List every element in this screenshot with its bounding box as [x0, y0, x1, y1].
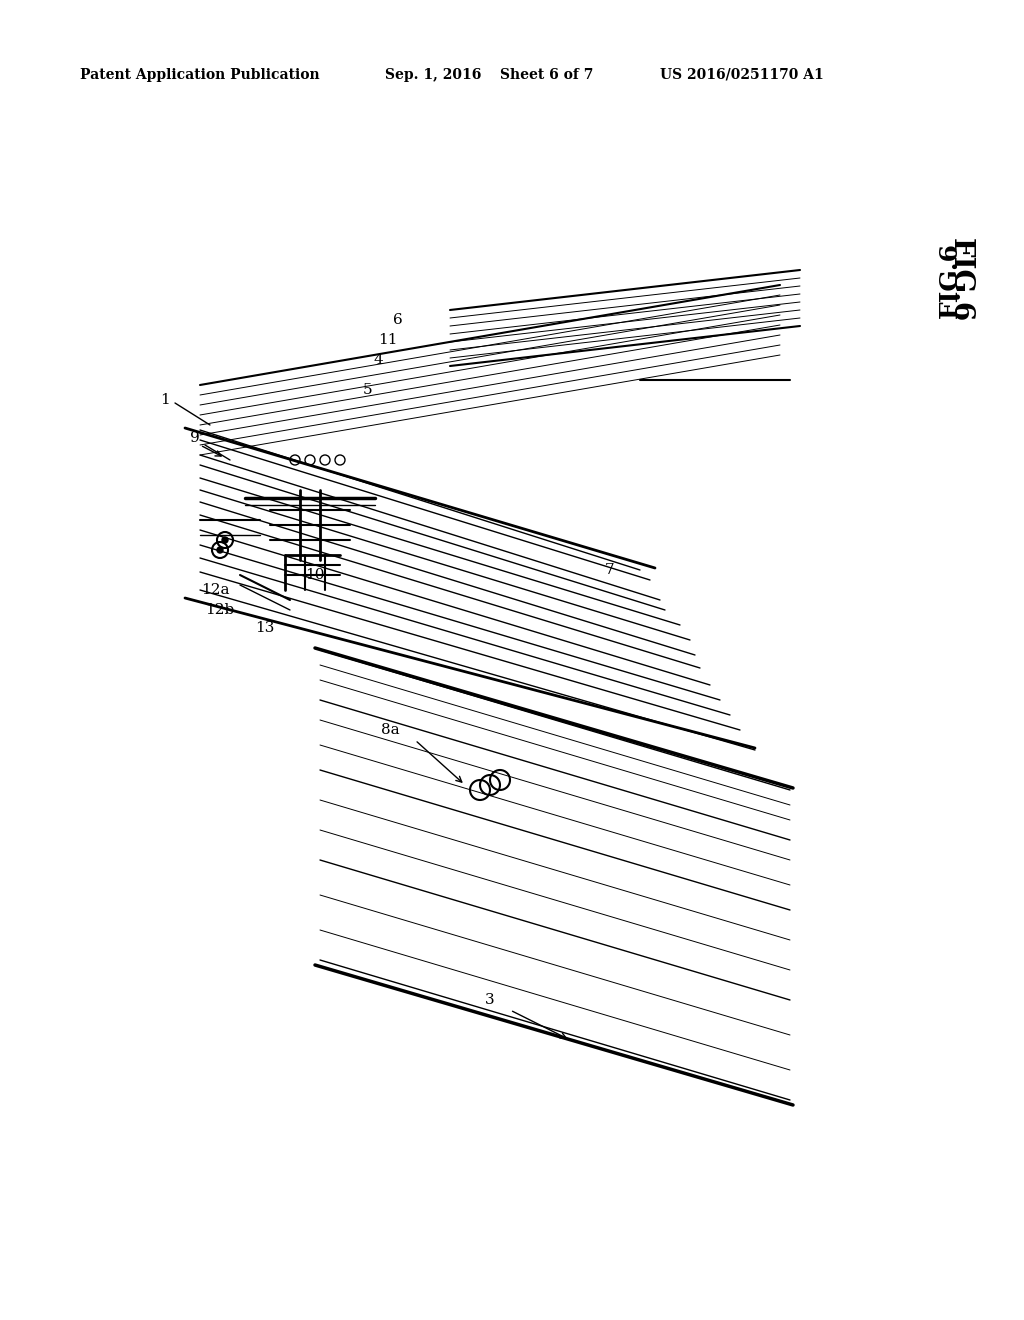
Circle shape [217, 546, 223, 553]
Text: 6: 6 [393, 313, 402, 327]
Text: Sep. 1, 2016: Sep. 1, 2016 [385, 69, 481, 82]
Text: 13: 13 [255, 620, 274, 635]
Text: 10: 10 [305, 568, 325, 582]
Text: 8a: 8a [381, 723, 399, 737]
Text: FIG.6: FIG.6 [938, 242, 962, 318]
Text: FIG.6: FIG.6 [946, 238, 974, 322]
Text: Patent Application Publication: Patent Application Publication [80, 69, 319, 82]
Text: 12a: 12a [201, 583, 229, 597]
Text: US 2016/0251170 A1: US 2016/0251170 A1 [660, 69, 823, 82]
Text: Sheet 6 of 7: Sheet 6 of 7 [500, 69, 593, 82]
Text: 1: 1 [160, 393, 170, 407]
Text: 12b: 12b [206, 603, 234, 616]
Text: 9: 9 [190, 432, 200, 445]
Text: 11: 11 [378, 333, 397, 347]
Circle shape [222, 537, 228, 543]
Text: 7: 7 [605, 564, 614, 577]
Text: 3: 3 [485, 993, 495, 1007]
Text: 4: 4 [373, 352, 383, 367]
Text: 5: 5 [364, 383, 373, 397]
